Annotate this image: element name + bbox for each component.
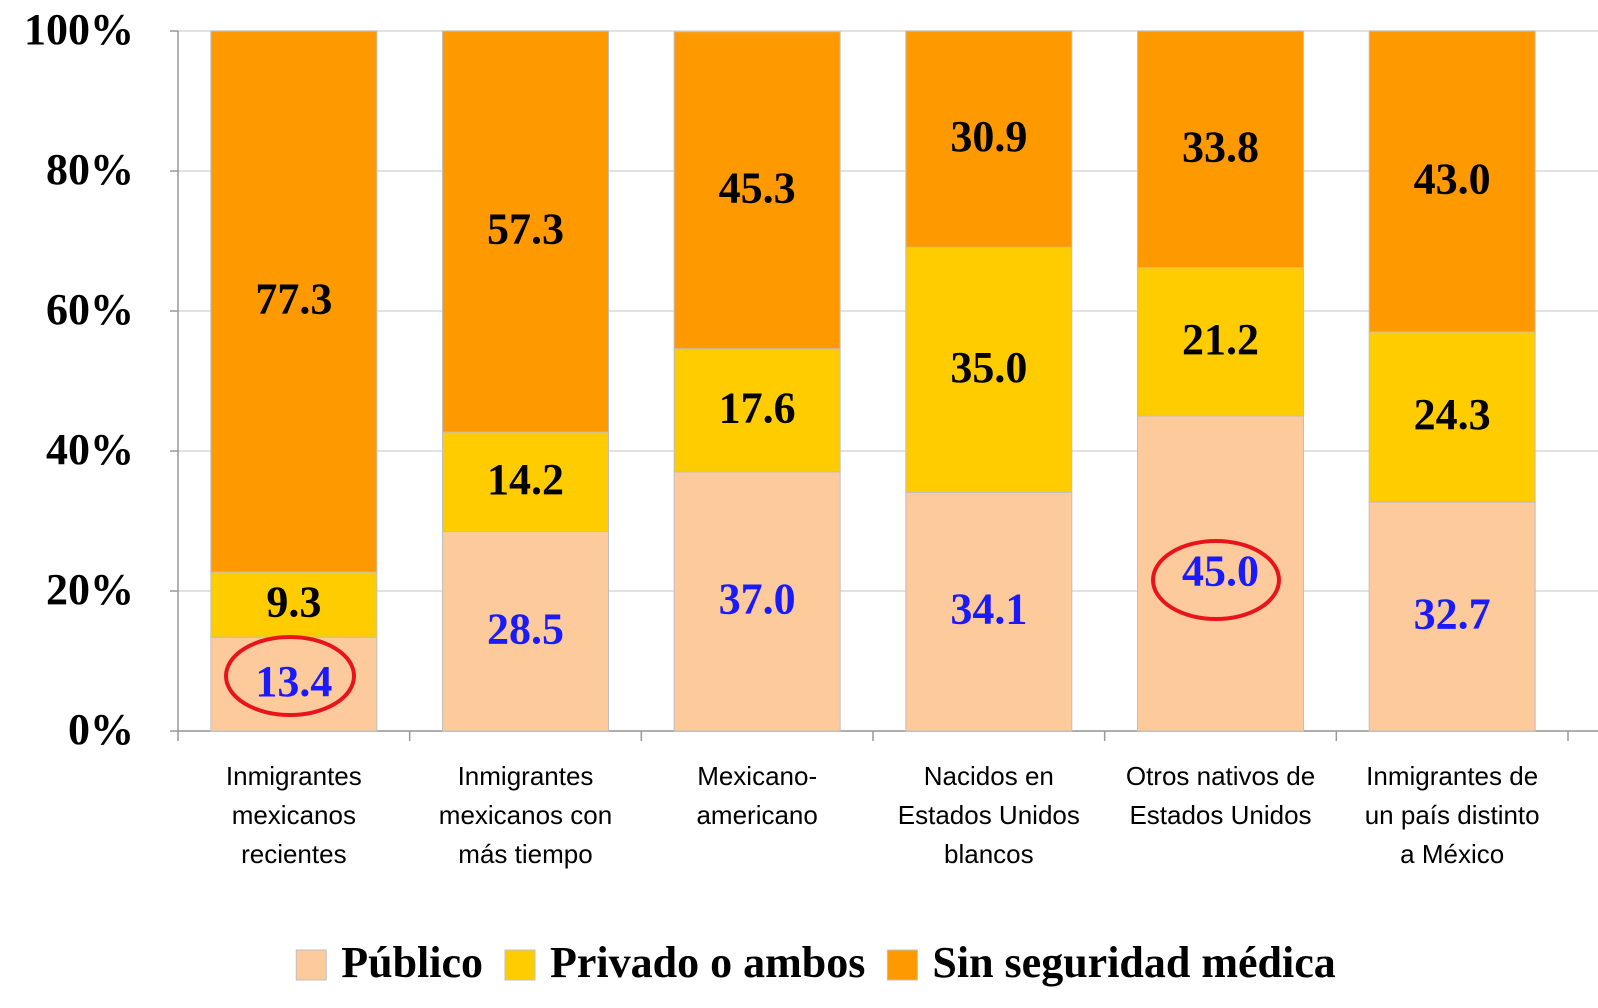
bar-segment xyxy=(673,348,841,473)
legend-label: Sin seguridad médica xyxy=(932,938,1335,987)
value-label: 14.2 xyxy=(487,455,564,504)
value-label: 37.0 xyxy=(719,575,796,624)
bar-segment xyxy=(673,471,841,732)
value-label: 57.3 xyxy=(487,205,564,254)
bar-segment xyxy=(442,30,609,433)
x-tick-label: Mexicano- xyxy=(697,761,817,791)
y-tick-label: 60% xyxy=(46,285,134,334)
value-label: 24.3 xyxy=(1414,390,1491,439)
legend-swatch xyxy=(504,949,536,981)
x-tick-label: Inmigrantes de xyxy=(1366,761,1538,791)
bar-segment xyxy=(905,491,1073,732)
x-tick-label: Inmigrantes xyxy=(226,761,362,791)
x-tick-label: recientes xyxy=(241,839,347,869)
value-label: 9.3 xyxy=(266,578,321,627)
bar-segment xyxy=(210,30,378,573)
bar-segment xyxy=(1368,501,1536,732)
legend-label: Privado o ambos xyxy=(550,938,865,987)
y-tick-label: 20% xyxy=(46,565,134,614)
x-tick-label: americano xyxy=(696,800,817,830)
value-label: 33.8 xyxy=(1182,122,1259,171)
value-label: 35.0 xyxy=(950,343,1027,392)
y-tick-label: 100% xyxy=(24,5,134,54)
legend-label: Público xyxy=(341,938,483,987)
legend-swatch xyxy=(295,949,327,981)
value-label: 43.0 xyxy=(1414,155,1491,204)
x-tick-label: Estados Unidos xyxy=(1129,800,1311,830)
value-label: 32.7 xyxy=(1414,590,1491,639)
bar-segment xyxy=(905,246,1073,493)
bar-segment xyxy=(210,571,378,638)
x-tick-label: a México xyxy=(1400,839,1504,869)
y-tick-label: 40% xyxy=(46,425,134,474)
x-tick-label: Estados Unidos xyxy=(898,800,1080,830)
bar-segment xyxy=(1137,30,1304,269)
value-label: 21.2 xyxy=(1182,315,1259,364)
value-label: 45.0 xyxy=(1182,547,1259,596)
x-tick-label: un país distinto xyxy=(1365,800,1540,830)
bar-segment xyxy=(673,31,841,350)
bar-segment xyxy=(1368,331,1536,503)
x-tick-label: Otros nativos de xyxy=(1126,761,1315,791)
bar-segment xyxy=(1137,267,1304,417)
x-tick-label: blancos xyxy=(944,839,1034,869)
value-label: 17.6 xyxy=(719,383,796,432)
x-tick-label: Nacidos en xyxy=(924,761,1054,791)
value-label: 13.4 xyxy=(255,657,332,706)
bar-segment xyxy=(1137,415,1304,732)
highlight xyxy=(1151,539,1281,621)
legend-swatch xyxy=(886,949,918,981)
value-label: 34.1 xyxy=(950,585,1027,634)
bar-segment xyxy=(442,431,609,533)
x-tick-label: mexicanos xyxy=(232,800,356,830)
x-tick-label: más tiempo xyxy=(458,839,592,869)
x-tick-label: Inmigrantes xyxy=(458,761,594,791)
value-label: 30.9 xyxy=(950,112,1027,161)
bar-segment xyxy=(1368,30,1536,333)
y-tick-label: 0% xyxy=(68,705,134,754)
value-label: 45.3 xyxy=(719,163,796,212)
value-label: 77.3 xyxy=(255,275,332,324)
x-tick-label: mexicanos con xyxy=(439,800,612,830)
legend: Público Privado o ambos Sin seguridad médi… xyxy=(295,938,1336,987)
value-label: 28.5 xyxy=(487,604,564,653)
highlight xyxy=(224,635,356,717)
y-tick-label: 80% xyxy=(46,145,134,194)
bar-segment xyxy=(905,30,1073,248)
